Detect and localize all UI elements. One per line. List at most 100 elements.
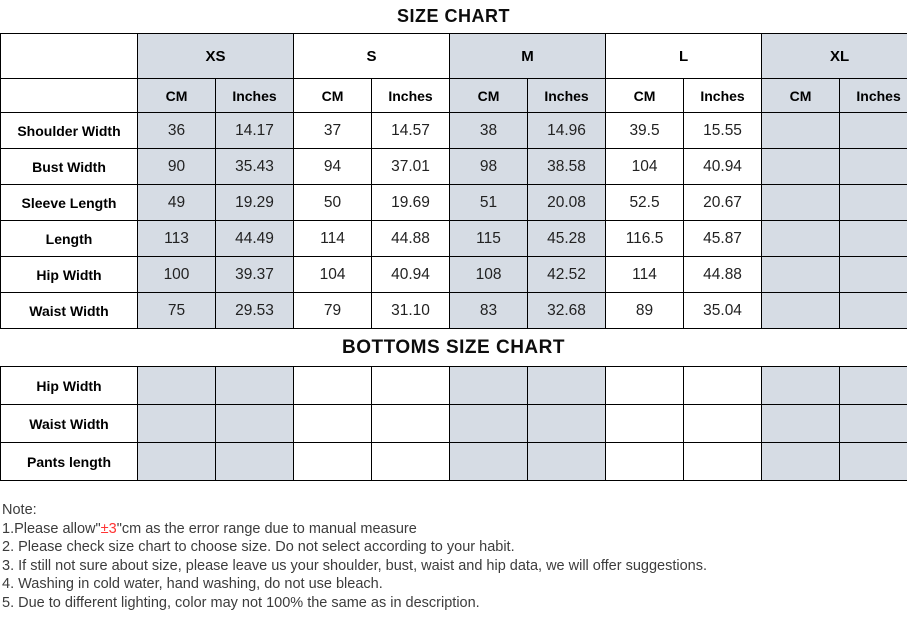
value-cell xyxy=(605,366,684,405)
value-cell: 19.29 xyxy=(214,184,295,221)
table-row: Pants length xyxy=(0,442,907,481)
unit-header-inches: Inches xyxy=(214,78,295,113)
note-line-1-suffix: "cm as the error range due to manual mea… xyxy=(116,520,417,537)
value-cell xyxy=(527,442,606,481)
note-line-3: 3. If still not sure about size, please … xyxy=(2,557,707,574)
value-cell: 37.01 xyxy=(371,148,451,185)
value-cell: 29.53 xyxy=(214,292,295,329)
value-cell: 38 xyxy=(449,112,529,149)
value-cell xyxy=(761,148,841,185)
value-cell xyxy=(605,404,684,443)
value-cell: 14.96 xyxy=(527,112,607,149)
value-cell: 39.37 xyxy=(214,256,295,293)
value-cell: 90 xyxy=(137,148,216,185)
table-row: Length 113 44.49 114 44.88 115 45.28 116.5 45.87 xyxy=(0,220,907,257)
unit-header-cm: CM xyxy=(761,78,841,113)
value-cell: 79 xyxy=(293,292,373,329)
size-header-l: L xyxy=(605,33,763,79)
note-line-4: 4. Washing in cold water, hand washing, … xyxy=(2,576,383,593)
value-cell: 20.67 xyxy=(683,184,763,221)
unit-header-inches: Inches xyxy=(371,78,451,113)
size-chart-title: SIZE CHART xyxy=(397,6,510,26)
unit-header-inches: Inches xyxy=(527,78,607,113)
value-cell: 44.49 xyxy=(214,220,295,257)
value-cell xyxy=(293,404,372,443)
value-cell xyxy=(839,366,907,405)
row-label: Sleeve Length xyxy=(0,184,138,221)
row-label: Pants length xyxy=(0,442,138,481)
value-cell xyxy=(215,404,294,443)
table-row: Waist Width 75 29.53 79 31.10 83 32.68 89 35.04 xyxy=(0,292,907,329)
bottoms-size-table: Hip Width Waist Width Pants length xyxy=(0,366,907,481)
value-cell: 108 xyxy=(449,256,529,293)
row-label: Waist Width xyxy=(0,292,138,329)
value-cell: 37 xyxy=(293,112,373,149)
value-cell: 83 xyxy=(449,292,529,329)
value-cell xyxy=(293,366,372,405)
value-cell xyxy=(605,442,684,481)
value-cell: 89 xyxy=(605,292,685,329)
value-cell xyxy=(761,220,841,257)
value-cell xyxy=(839,184,907,221)
value-cell xyxy=(839,148,907,185)
unit-header-cm: CM xyxy=(137,78,216,113)
value-cell: 39.5 xyxy=(605,112,685,149)
value-cell xyxy=(371,366,450,405)
table-row: Hip Width xyxy=(0,366,907,405)
unit-header-inches: Inches xyxy=(839,78,907,113)
value-cell xyxy=(839,292,907,329)
value-cell xyxy=(839,112,907,149)
row-label: Hip Width xyxy=(0,256,138,293)
table-row: Bust Width 90 35.43 94 37.01 98 38.58 104 40.94 xyxy=(0,148,907,185)
value-cell: 44.88 xyxy=(371,220,451,257)
value-cell: 15.55 xyxy=(683,112,763,149)
value-cell xyxy=(215,442,294,481)
value-cell: 114 xyxy=(605,256,685,293)
value-cell: 35.43 xyxy=(214,148,295,185)
value-cell: 45.28 xyxy=(527,220,607,257)
table-row: Hip Width 100 39.37 104 40.94 108 42.52 114 44.8… xyxy=(0,256,907,293)
note-line-2: 2. Please check size chart to choose siz… xyxy=(2,539,515,556)
value-cell xyxy=(137,366,216,405)
value-cell: 51 xyxy=(449,184,529,221)
row-label: Hip Width xyxy=(0,366,138,405)
value-cell xyxy=(293,442,372,481)
value-cell: 104 xyxy=(605,148,685,185)
value-cell: 14.17 xyxy=(214,112,295,149)
value-cell xyxy=(839,256,907,293)
size-header-s: S xyxy=(293,33,451,79)
value-cell xyxy=(137,404,216,443)
value-cell xyxy=(449,442,528,481)
unit-header-cm: CM xyxy=(293,78,373,113)
value-cell: 94 xyxy=(293,148,373,185)
value-cell: 44.88 xyxy=(683,256,763,293)
value-cell xyxy=(761,256,841,293)
value-cell: 50 xyxy=(293,184,373,221)
value-cell: 115 xyxy=(449,220,529,257)
value-cell xyxy=(839,404,907,443)
note-line-5: 5. Due to different lighting, color may … xyxy=(2,594,480,611)
value-cell xyxy=(761,404,840,443)
row-label: Shoulder Width xyxy=(0,112,138,149)
value-cell: 32.68 xyxy=(527,292,607,329)
table-row: Shoulder Width 36 14.17 37 14.57 38 14.96 39.5 1… xyxy=(0,112,907,149)
value-cell xyxy=(527,366,606,405)
notes-section: Note: 1.Please allow"±3"cm as the error … xyxy=(0,481,907,613)
note-line-1-prefix: 1.Please allow" xyxy=(2,520,101,537)
value-cell: 14.57 xyxy=(371,112,451,149)
value-cell xyxy=(761,184,841,221)
value-cell xyxy=(449,404,528,443)
value-cell xyxy=(761,366,840,405)
value-cell xyxy=(449,366,528,405)
value-cell xyxy=(371,442,450,481)
value-cell: 31.10 xyxy=(371,292,451,329)
value-cell xyxy=(371,404,450,443)
value-cell: 49 xyxy=(137,184,216,221)
size-header-xl: XL xyxy=(761,33,907,79)
value-cell xyxy=(527,404,606,443)
corner-cell xyxy=(0,33,138,79)
value-cell xyxy=(761,442,840,481)
value-cell: 40.94 xyxy=(683,148,763,185)
value-cell: 36 xyxy=(137,112,216,149)
row-label: Waist Width xyxy=(0,404,138,443)
